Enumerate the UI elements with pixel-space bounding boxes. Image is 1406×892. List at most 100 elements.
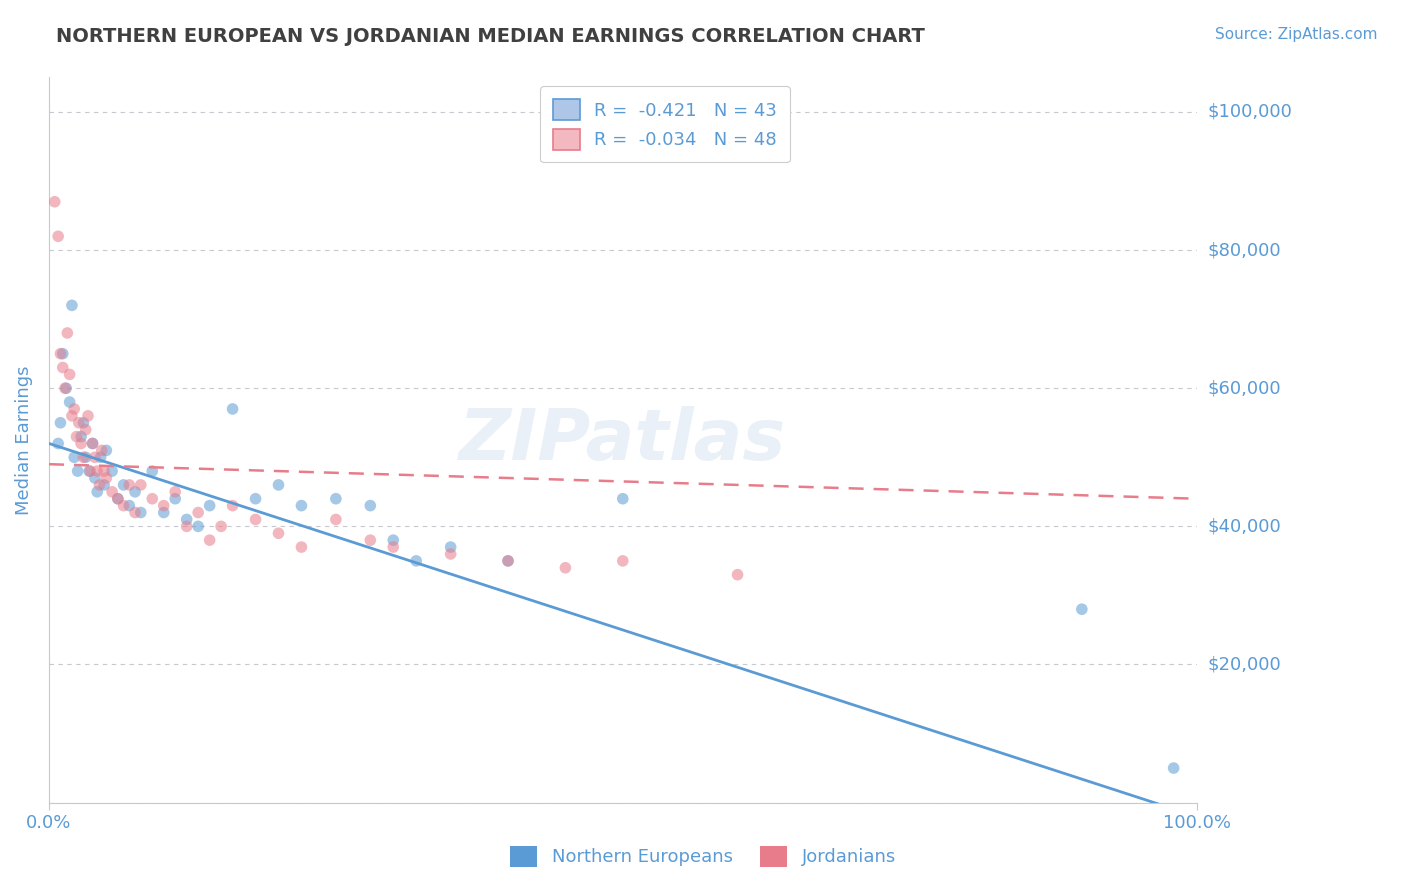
Point [101, 464, 124, 478]
Point [440, 540, 463, 554]
Point [290, 499, 312, 513]
Point [267, 526, 290, 541]
Point [612, 491, 634, 506]
Point [93, 478, 115, 492]
Point [86, 464, 108, 478]
Point [382, 533, 405, 548]
Point [554, 561, 576, 575]
Point [86, 484, 108, 499]
Point [1163, 761, 1185, 775]
Point [440, 547, 463, 561]
Point [60, 409, 83, 423]
Point [70, 436, 93, 450]
Point [75, 450, 97, 465]
Point [209, 519, 232, 533]
Point [187, 519, 209, 533]
Point [165, 491, 187, 506]
Point [187, 506, 209, 520]
Point [72, 416, 94, 430]
Point [75, 423, 97, 437]
Point [359, 533, 381, 548]
Point [245, 512, 267, 526]
Point [77, 409, 100, 423]
Point [46, 229, 69, 244]
Point [65, 429, 87, 443]
Point [63, 450, 86, 465]
Point [70, 429, 93, 443]
Point [96, 471, 118, 485]
Point [107, 491, 129, 506]
Point [198, 499, 221, 513]
Legend: R =  -0.421   N = 43, R =  -0.034   N = 48: R = -0.421 N = 43, R = -0.034 N = 48 [540, 87, 790, 162]
Point [82, 436, 104, 450]
Text: $40,000: $40,000 [1208, 517, 1281, 535]
Point [382, 540, 405, 554]
Text: Source: ZipAtlas.com: Source: ZipAtlas.com [1215, 27, 1378, 42]
Point [55, 381, 77, 395]
Point [245, 491, 267, 506]
Point [52, 347, 75, 361]
Point [118, 478, 141, 492]
Point [59, 395, 82, 409]
Text: $80,000: $80,000 [1208, 241, 1281, 259]
Point [176, 512, 198, 526]
Point [496, 554, 519, 568]
Legend: Northern Europeans, Jordanians: Northern Europeans, Jordanians [503, 838, 903, 874]
Point [59, 368, 82, 382]
Text: NORTHERN EUROPEAN VS JORDANIAN MEDIAN EARNINGS CORRELATION CHART: NORTHERN EUROPEAN VS JORDANIAN MEDIAN EA… [56, 27, 925, 45]
Point [83, 471, 105, 485]
Point [93, 464, 115, 478]
Point [112, 499, 135, 513]
Point [46, 436, 69, 450]
Y-axis label: Median Earnings: Median Earnings [15, 365, 32, 515]
Text: $20,000: $20,000 [1208, 656, 1281, 673]
Point [90, 450, 112, 465]
Point [1070, 602, 1092, 616]
Point [141, 491, 163, 506]
Point [107, 491, 129, 506]
Point [112, 478, 135, 492]
Point [60, 298, 83, 312]
Text: $100,000: $100,000 [1208, 103, 1292, 121]
Point [727, 567, 749, 582]
Point [612, 554, 634, 568]
Point [496, 554, 519, 568]
Point [141, 464, 163, 478]
Point [52, 360, 75, 375]
Point [129, 478, 152, 492]
Point [221, 401, 243, 416]
Text: ZIPatlas: ZIPatlas [460, 406, 786, 475]
Point [152, 506, 174, 520]
Point [83, 450, 105, 465]
Point [49, 347, 72, 361]
Point [49, 416, 72, 430]
Point [90, 443, 112, 458]
Point [152, 499, 174, 513]
Point [124, 506, 146, 520]
Point [89, 478, 111, 492]
Point [77, 464, 100, 478]
Point [67, 416, 90, 430]
Point [118, 499, 141, 513]
Point [129, 506, 152, 520]
Point [290, 540, 312, 554]
Point [198, 533, 221, 548]
Point [124, 484, 146, 499]
Point [53, 381, 76, 395]
Point [221, 499, 243, 513]
Point [101, 484, 124, 499]
Point [63, 401, 86, 416]
Point [176, 519, 198, 533]
Point [165, 484, 187, 499]
Point [79, 464, 101, 478]
Point [325, 491, 347, 506]
Point [56, 326, 79, 340]
Point [82, 436, 104, 450]
Point [66, 464, 89, 478]
Point [359, 499, 381, 513]
Point [325, 512, 347, 526]
Point [405, 554, 427, 568]
Point [72, 450, 94, 465]
Point [96, 443, 118, 458]
Point [267, 478, 290, 492]
